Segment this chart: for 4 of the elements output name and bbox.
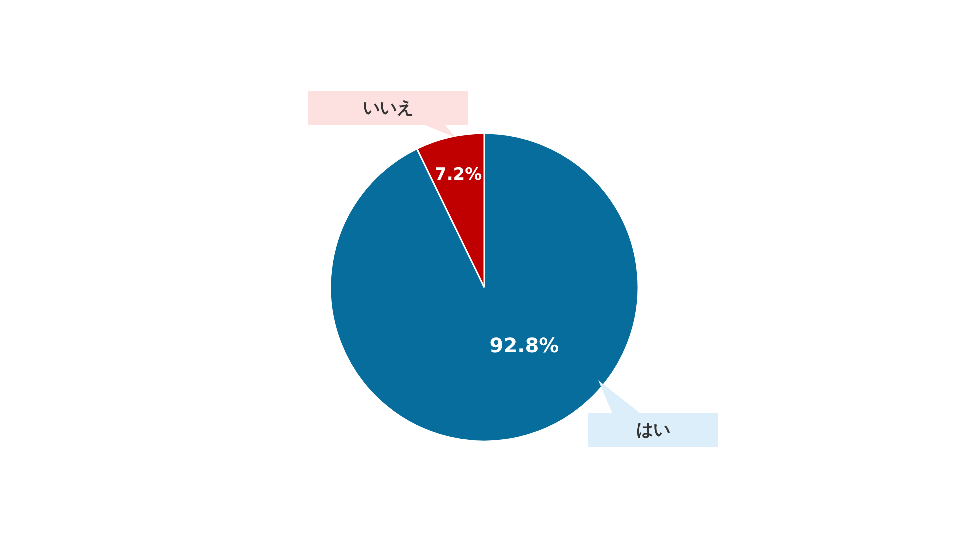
data-label: 7.2%	[435, 164, 482, 185]
slice-label: いいえ	[363, 98, 414, 118]
data-label: 92.8%	[490, 334, 560, 358]
slice-label: はい	[636, 420, 670, 440]
